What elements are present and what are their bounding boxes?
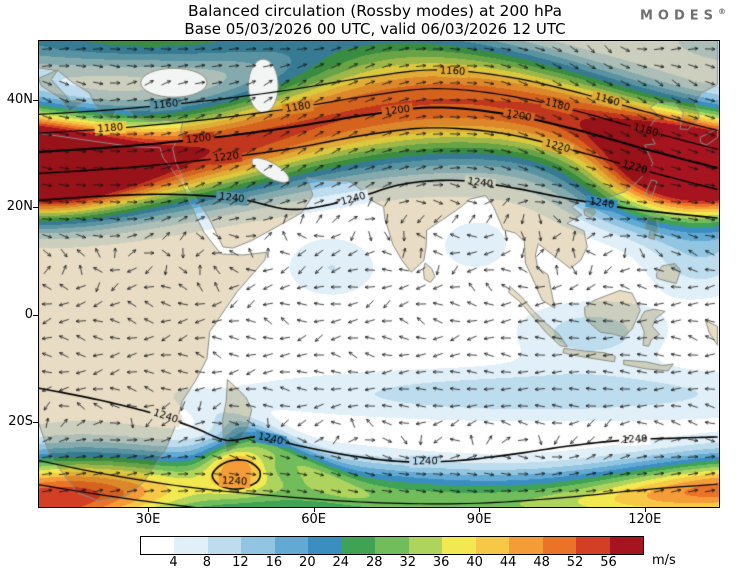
colorbar-segment (308, 537, 342, 554)
y-axis-label: 20S (8, 414, 33, 429)
x-axis-label: 60E (301, 512, 326, 527)
x-axis-tick (644, 507, 646, 512)
y-axis-label: 40N (6, 92, 33, 107)
x-axis-label: 90E (466, 512, 492, 527)
colorbar-segment (141, 537, 175, 554)
colorbar-tick-label: 20 (299, 555, 316, 570)
colorbar (140, 536, 644, 555)
colorbar-segment (576, 537, 610, 554)
colorbar-tick-label: 44 (499, 555, 517, 570)
colorbar-tick-label: 56 (600, 555, 617, 570)
x-axis-tick (313, 507, 315, 512)
colorbar-tick-label: 52 (566, 555, 584, 570)
colorbar-segment (609, 537, 644, 554)
x-axis-tick (479, 507, 481, 512)
y-axis-tick (33, 422, 38, 423)
colorbar-segment (542, 537, 577, 554)
registered-mark: ® (718, 7, 726, 16)
y-axis-tick (33, 100, 38, 101)
colorbar-segment (207, 537, 242, 554)
colorbar-unit: m/s (652, 553, 676, 568)
y-axis-label: 0 (24, 306, 33, 322)
y-axis-tick (33, 314, 38, 316)
colorbar-tick-label: 48 (533, 555, 550, 570)
colorbar-segment (174, 537, 208, 554)
map-canvas (38, 40, 720, 508)
colorbar-segment (475, 537, 510, 554)
modes-logo: MODES® (640, 7, 726, 23)
y-axis-label: 20N (6, 199, 33, 215)
chart-title-line1: Balanced circulation (Rossby modes) at 2… (188, 2, 562, 20)
colorbar-segment (375, 537, 409, 554)
y-axis-tick (33, 207, 38, 209)
colorbar-tick-label: 12 (232, 555, 249, 570)
colorbar-tick-label: 24 (332, 555, 350, 570)
colorbar-segment (274, 537, 309, 554)
chart-title-line2: Base 05/03/2026 00 UTC, valid 06/03/2026… (184, 20, 566, 38)
colorbar-tick-label: 16 (265, 555, 283, 570)
colorbar-segment (442, 537, 476, 554)
colorbar-tick-label: 40 (466, 555, 483, 570)
colorbar-tick-label: 4 (169, 555, 178, 570)
colorbar-segment (509, 537, 543, 554)
colorbar-tick-label: 32 (399, 555, 416, 570)
colorbar-segment (241, 537, 275, 554)
colorbar-tick-label: 8 (202, 555, 212, 570)
modes-logo-text: MODES (639, 8, 718, 24)
x-axis-tick (148, 507, 149, 512)
colorbar-tick-label: 36 (432, 555, 450, 570)
colorbar-segment (341, 537, 376, 554)
colorbar-segment (408, 537, 443, 554)
colorbar-tick-label: 28 (365, 555, 383, 570)
x-axis-label: 120E (628, 512, 662, 527)
x-axis-label: 30E (135, 512, 161, 527)
